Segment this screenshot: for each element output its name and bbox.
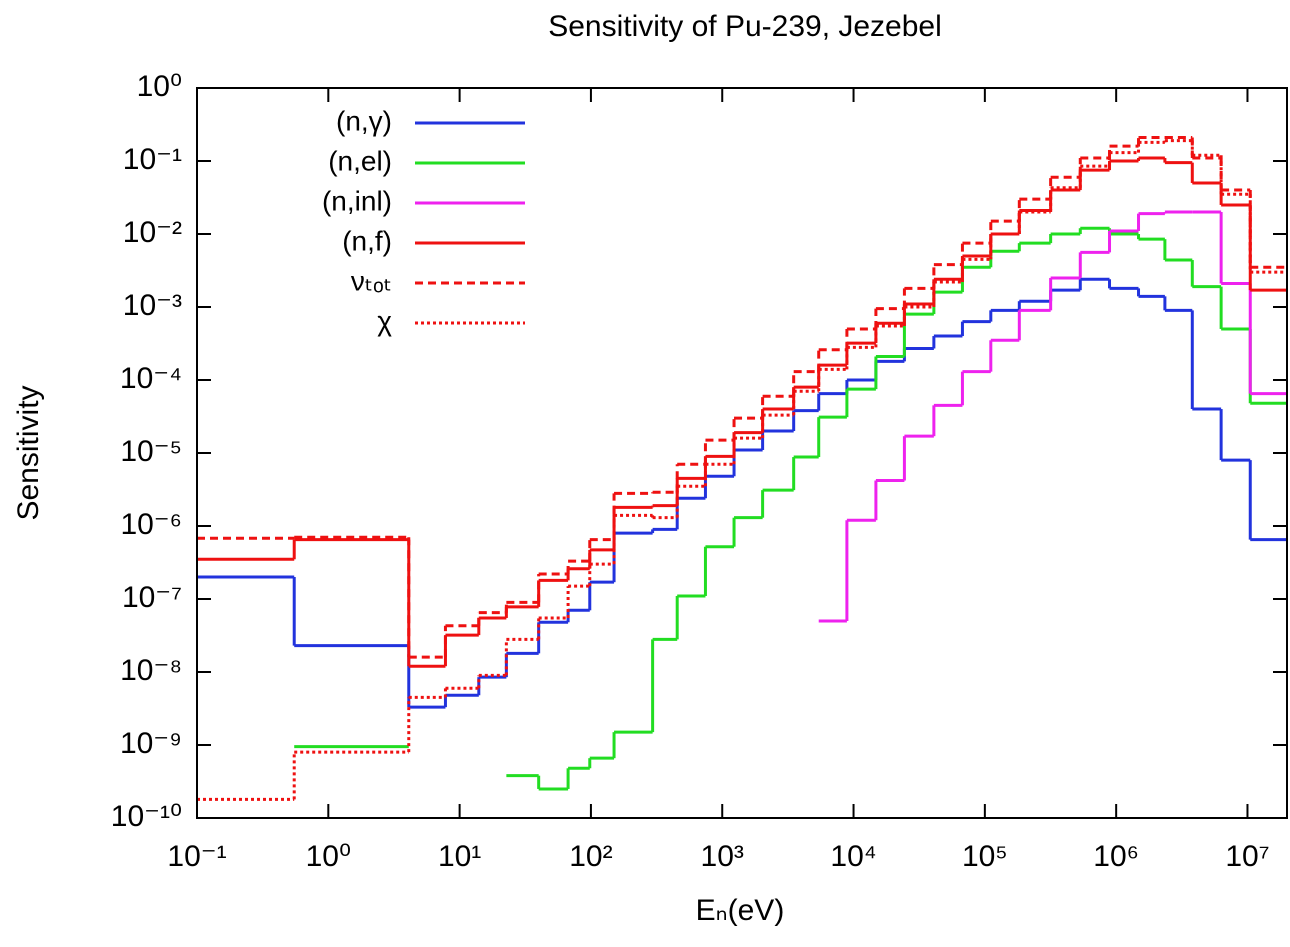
legend-label: νₜₒₜ — [351, 265, 392, 296]
x-tick-label: 10⁷ — [1225, 840, 1269, 873]
x-tick-label: 10¹ — [438, 840, 481, 873]
y-tick-label: 10⁻⁵ — [120, 435, 182, 468]
y-tick-label: 10⁻⁶ — [120, 508, 182, 541]
legend-label: (n,inl) — [322, 185, 392, 216]
y-tick-label: 10⁻⁷ — [122, 581, 182, 614]
x-tick-label: 10⁵ — [962, 840, 1008, 873]
y-tick-label: 10⁻⁸ — [120, 654, 182, 687]
x-tick-label: 10⁶ — [1093, 840, 1139, 873]
y-tick-label: 10⁻² — [123, 216, 182, 249]
x-tick-label: 10⁴ — [830, 840, 876, 873]
y-axis-label: Sensitivity — [12, 385, 45, 520]
y-tick-label: 10⁰ — [137, 70, 182, 103]
y-tick-label: 10⁻¹⁰ — [111, 800, 182, 833]
x-tick-label: 10⁰ — [306, 840, 351, 873]
legend-label: (n,el) — [328, 145, 392, 176]
x-tick-label: 10² — [569, 840, 612, 873]
legend-label: (n,f) — [342, 225, 392, 256]
x-tick-label: 10⁻¹ — [167, 840, 226, 873]
y-tick-label: 10⁻¹ — [123, 143, 182, 176]
x-tick-label: 10³ — [701, 840, 744, 873]
chart-title: Sensitivity of Pu-239, Jezebel — [548, 10, 942, 43]
y-tick-label: 10⁻³ — [123, 289, 182, 322]
y-tick-label: 10⁻⁹ — [120, 727, 182, 760]
y-tick-label: 10⁻⁴ — [120, 362, 182, 395]
legend-label: (n,γ) — [336, 105, 392, 136]
plot-area — [197, 135, 1287, 801]
legend-label: χ — [377, 305, 392, 336]
x-axis-label: Eₙ(eV) — [696, 894, 785, 927]
